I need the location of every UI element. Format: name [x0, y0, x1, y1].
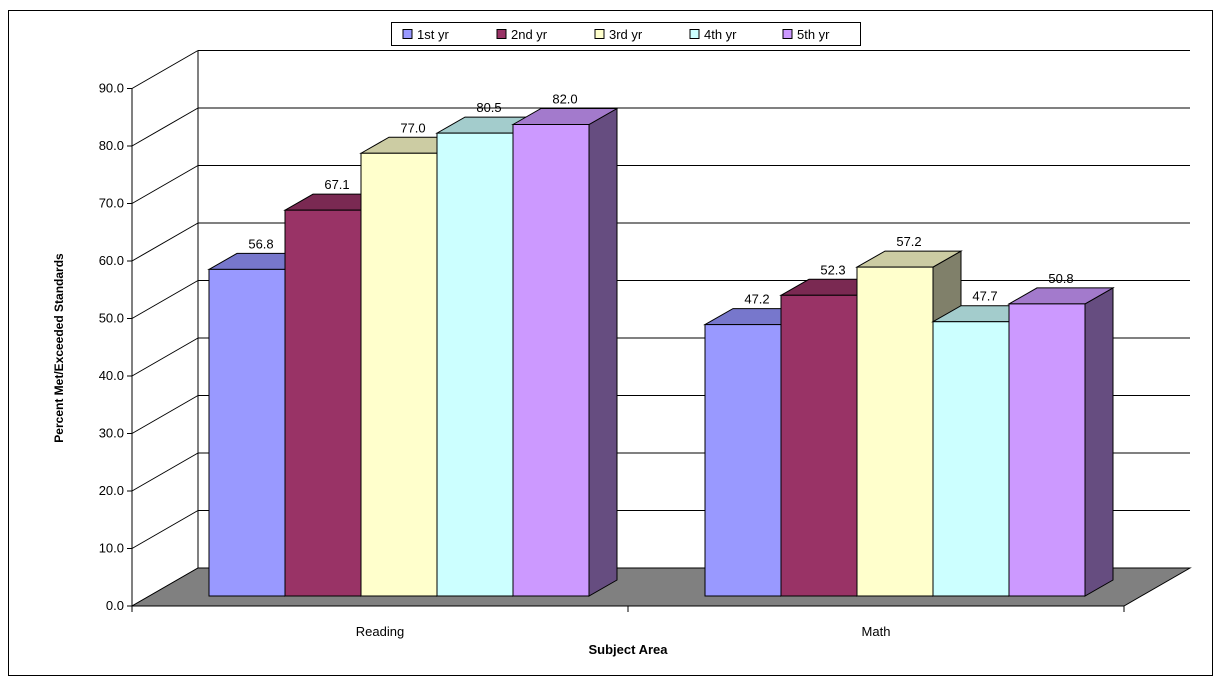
x-axis-title: Subject Area	[589, 642, 669, 657]
bar	[932, 321, 1010, 597]
category-label: Reading	[356, 624, 404, 639]
gridline-side	[131, 50, 199, 89]
category-label: Math	[862, 624, 891, 639]
gridline-side	[131, 165, 199, 204]
legend-item: 5th yr	[782, 27, 830, 42]
legend-item: 2nd yr	[496, 27, 548, 42]
bar	[512, 124, 590, 597]
y-tick-label: 90.0	[99, 81, 124, 96]
gridline-side	[131, 280, 199, 319]
legend-label: 5th yr	[797, 27, 830, 42]
data-label: 56.8	[248, 236, 273, 251]
data-label: 82.0	[552, 92, 577, 107]
data-label: 80.5	[476, 100, 501, 115]
y-tick-label: 60.0	[99, 253, 124, 268]
y-tick-label: 0.0	[106, 598, 124, 613]
y-tick-label: 70.0	[99, 196, 124, 211]
legend-label: 4th yr	[704, 27, 737, 42]
data-label: 57.2	[896, 234, 921, 249]
y-axis-title: Percent Met/Exceeded Standards	[52, 253, 66, 443]
bar-group	[511, 107, 619, 597]
bar-side	[588, 107, 618, 597]
legend-label: 2nd yr	[511, 27, 548, 42]
legend-box	[391, 22, 861, 46]
gridline-side	[131, 452, 199, 492]
data-label: 47.7	[972, 289, 997, 304]
legend: 1st yr 2nd yr 3rd yr 4th yr 5th yr	[391, 22, 861, 46]
y-tick-label: 40.0	[99, 368, 124, 383]
gridline-side	[131, 510, 199, 549]
legend-item: 3rd yr	[594, 27, 643, 42]
gridline-side	[131, 107, 199, 147]
gridline-side	[131, 337, 199, 377]
legend-swatch	[402, 29, 413, 39]
y-tick-label: 50.0	[99, 311, 124, 326]
legend-label: 1st yr	[417, 27, 449, 42]
bar	[208, 268, 286, 597]
bar	[436, 132, 514, 597]
bar	[856, 266, 934, 597]
y-tick-label: 20.0	[99, 483, 124, 498]
y-tick-label: 80.0	[99, 138, 124, 153]
data-label: 52.3	[820, 262, 845, 277]
legend-item: 1st yr	[402, 27, 449, 42]
legend-item: 4th yr	[689, 27, 737, 42]
legend-swatch	[594, 29, 605, 39]
y-tick-label: 30.0	[99, 426, 124, 441]
bar-side	[1084, 287, 1114, 597]
data-label: 67.1	[324, 177, 349, 192]
bar	[284, 209, 362, 597]
gridline-side	[131, 222, 199, 262]
data-label: 50.8	[1048, 271, 1073, 286]
bar-group	[1007, 287, 1115, 597]
bar	[704, 324, 782, 597]
y-tick-label: 10.0	[99, 541, 124, 556]
legend-swatch	[689, 29, 700, 39]
data-label: 77.0	[400, 120, 425, 135]
bar	[780, 294, 858, 597]
legend-swatch	[782, 29, 793, 39]
plot-area: 0.0 10.0 20.0 30.0 40.0 50.0 60.0 70.0 80.0 90.0 R…	[99, 50, 1192, 639]
bar	[1008, 303, 1086, 597]
legend-swatch	[496, 29, 507, 39]
gridline-side	[131, 395, 199, 434]
legend-label: 3rd yr	[609, 27, 643, 42]
data-label: 47.2	[744, 292, 769, 307]
bar	[360, 152, 438, 597]
